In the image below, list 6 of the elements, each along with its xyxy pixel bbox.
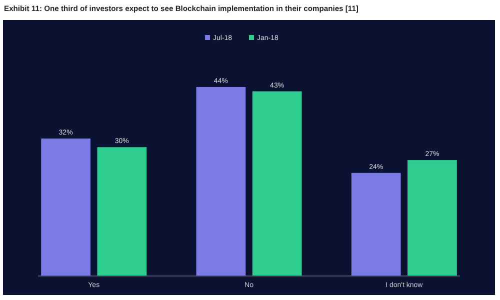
bar	[97, 147, 147, 276]
bar	[408, 160, 457, 276]
bar	[196, 87, 246, 276]
bar	[252, 91, 302, 276]
bar	[351, 172, 401, 276]
bar	[41, 138, 90, 276]
